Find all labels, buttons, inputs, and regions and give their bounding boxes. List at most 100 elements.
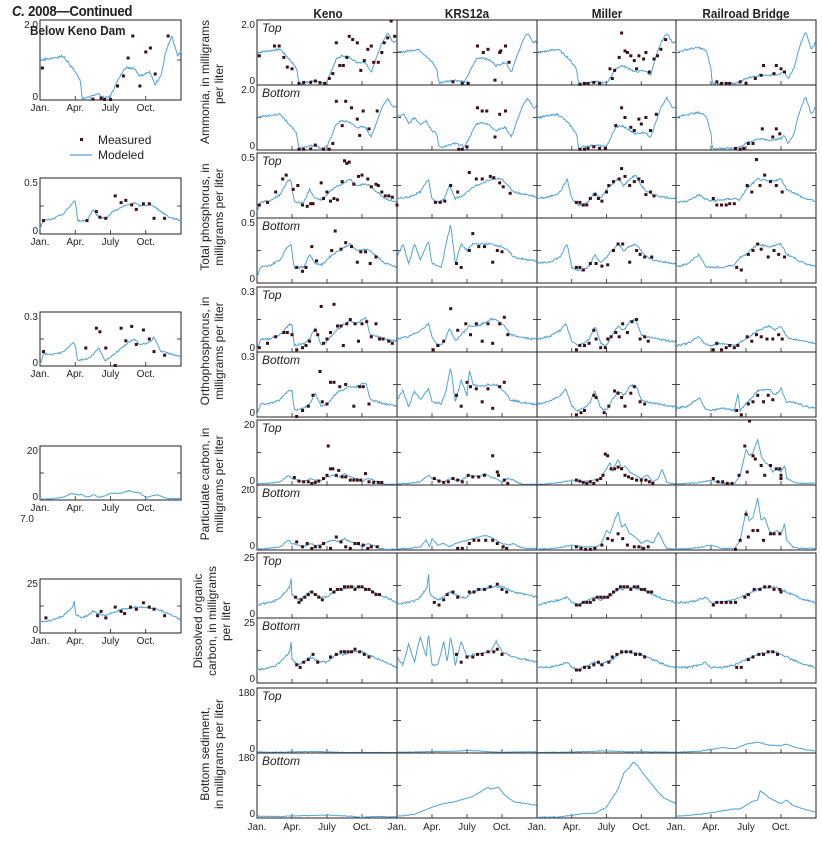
subplot-r2-2-top [536, 286, 677, 353]
measured-point [387, 194, 391, 198]
measured-point [579, 411, 583, 415]
measured-point [353, 647, 357, 651]
measured-point [311, 652, 315, 656]
plot-frame [675, 484, 817, 551]
measured-point [113, 605, 117, 609]
subplot-r0-2-top [536, 19, 677, 86]
subplot-below-keno-dam-r4 [39, 578, 182, 634]
measured-point [367, 655, 371, 659]
measured-point [302, 480, 306, 484]
measured-point [578, 82, 582, 86]
measured-point [607, 184, 611, 187]
measured-point [322, 542, 325, 545]
measured-point [715, 203, 719, 207]
measured-point [752, 587, 756, 591]
measured-point [612, 180, 615, 184]
left-x-tick-label: Oct. [137, 369, 155, 380]
measured-point [474, 387, 478, 391]
measured-point [724, 600, 728, 604]
measured-point [772, 249, 776, 252]
measured-point [378, 593, 381, 597]
subplot-r2-1-bottom [396, 351, 538, 418]
measured-point [759, 247, 763, 251]
modeled-series-line [256, 178, 398, 212]
y-tick-label-zero: 0 [249, 343, 255, 354]
measured-point [366, 177, 370, 181]
subplot-below-keno-dam-r0 [39, 19, 182, 101]
measured-point [348, 478, 352, 482]
plot-frame [675, 19, 817, 86]
measured-point [774, 467, 778, 471]
modeled-series-line [396, 786, 538, 817]
measured-point [129, 605, 132, 609]
measured-point [325, 473, 329, 477]
measured-point [769, 180, 772, 184]
measured-point [322, 341, 325, 345]
x-tick-label: Oct. [772, 822, 790, 833]
measured-point [346, 585, 350, 589]
measured-point [310, 245, 314, 249]
subplot-r4-0-top [256, 552, 398, 619]
left-y-tick-label-max: 20 [27, 446, 39, 457]
measured-point [574, 668, 578, 672]
measured-point [745, 184, 749, 187]
modeled-series-line [675, 96, 817, 150]
measured-point [367, 127, 371, 131]
measured-point [357, 339, 360, 343]
measured-point [124, 339, 128, 343]
measured-point [637, 177, 641, 181]
measured-point [467, 542, 471, 545]
left-x-tick-label: July [102, 503, 120, 514]
measured-point [780, 190, 784, 194]
measured-point [621, 322, 625, 326]
measured-point [465, 145, 469, 149]
measured-point [778, 467, 782, 471]
measured-point [331, 142, 335, 145]
measured-point [618, 585, 622, 589]
column-title-krs12a: KRS12a [444, 6, 490, 21]
measured-point [303, 595, 307, 599]
measured-point [715, 80, 719, 84]
measured-point [495, 542, 499, 545]
measured-point [477, 538, 481, 542]
measured-point [451, 477, 455, 480]
measured-point [746, 402, 750, 406]
measured-point [491, 406, 495, 410]
measured-point [616, 532, 620, 536]
measured-point [763, 173, 767, 177]
measured-point [329, 199, 332, 203]
measured-point [322, 147, 325, 151]
measured-point [737, 473, 741, 477]
x-tick-label: July [737, 822, 755, 833]
measured-point [599, 346, 603, 350]
measured-point [313, 593, 317, 597]
measured-point [446, 480, 450, 484]
measured-point [501, 185, 505, 189]
measured-point [130, 324, 134, 328]
subplot-r5-3-top [675, 687, 817, 754]
measured-point [725, 481, 729, 485]
measured-point [295, 540, 299, 544]
depth-label-bottom: Bottom [262, 619, 300, 633]
measured-point [644, 51, 648, 54]
measured-point [622, 585, 626, 589]
measured-point [123, 612, 127, 616]
measured-point [602, 411, 606, 415]
measured-point [617, 55, 621, 59]
measured-point [581, 480, 585, 484]
measured-point [371, 590, 374, 594]
measured-point [369, 335, 373, 339]
left-x-tick-label: Oct. [137, 237, 155, 248]
measured-point [746, 535, 750, 539]
measured-point [326, 444, 330, 448]
measured-point [721, 480, 725, 484]
plot-frame [39, 19, 182, 101]
measured-point [608, 67, 612, 71]
measured-point [642, 57, 646, 61]
plot-frame [675, 286, 817, 353]
measured-point [485, 109, 489, 113]
measured-point [318, 545, 322, 549]
measured-point [643, 335, 647, 339]
modeled-series-line [675, 497, 817, 550]
depth-label-bottom: Bottom [262, 754, 300, 768]
